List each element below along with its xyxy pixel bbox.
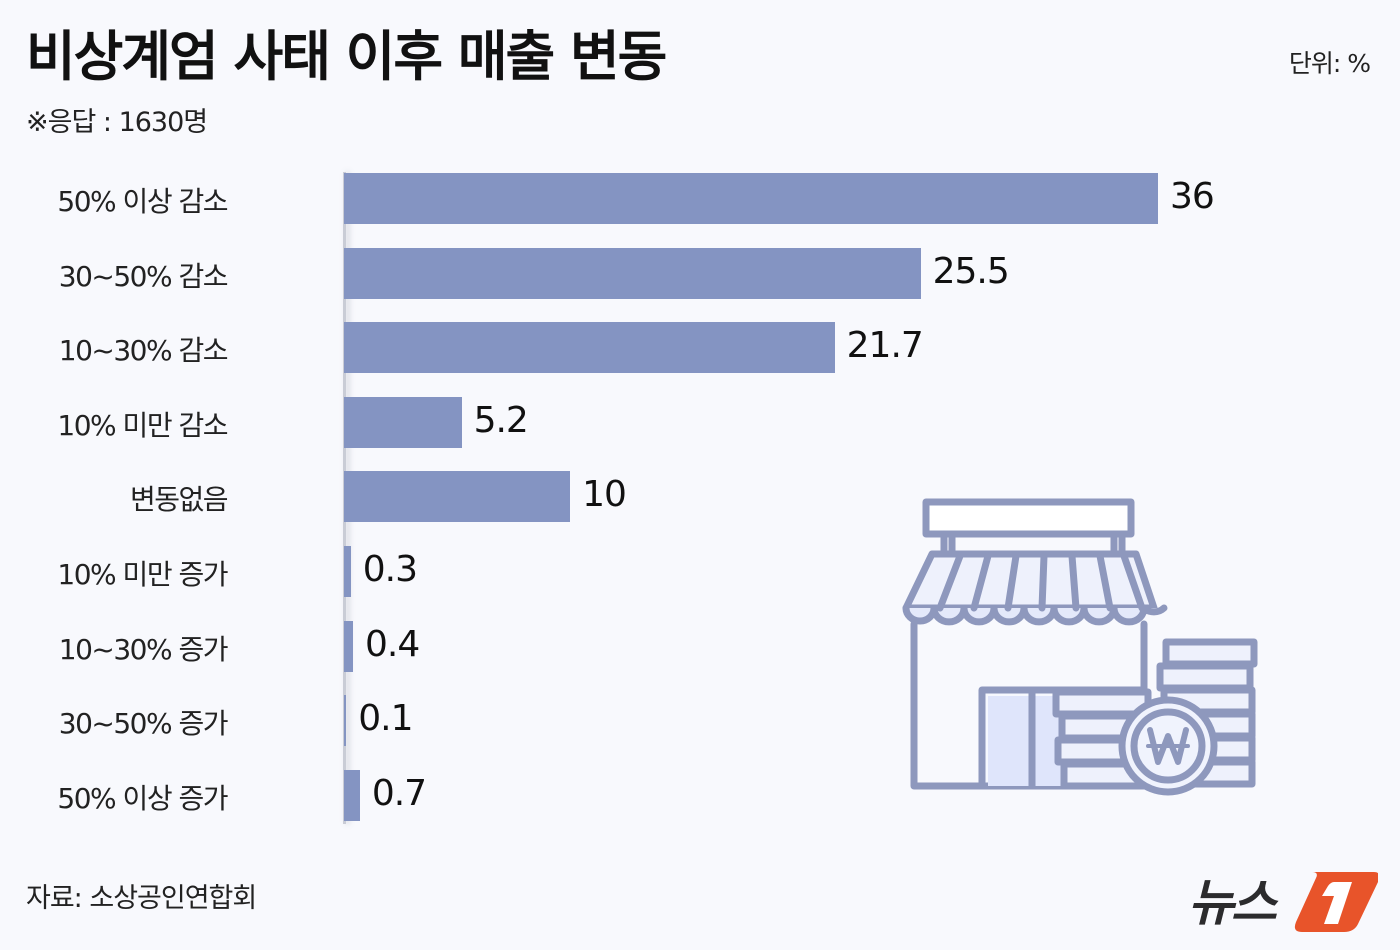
bar	[344, 620, 354, 672]
value-label: 25.5	[932, 250, 1010, 292]
source-note: 자료: 소상공인연합회	[26, 883, 257, 914]
bar-row: 10~30% 증가 0.4	[0, 620, 1300, 672]
bar	[344, 546, 351, 597]
category-label: 10% 미만 증가	[57, 558, 228, 591]
store-with-won-coins-icon	[902, 498, 1258, 796]
bar-row: 10% 미만 증가 0.3	[0, 546, 1300, 597]
bar	[344, 695, 347, 747]
value-label: 0.7	[371, 772, 427, 814]
bar-row: 10% 미만 감소 5.2	[0, 396, 1300, 448]
news1-logo: 뉴스	[1188, 872, 1378, 932]
chart-title: 비상계엄 사태 이후 매출 변동	[26, 25, 667, 88]
bar-row: 50% 이상 증가 0.7	[0, 769, 1300, 821]
bar-row: 50% 이상 감소 36	[0, 173, 1300, 224]
category-label: 10~30% 감소	[58, 334, 229, 368]
bar	[344, 247, 921, 299]
value-label: 0.4	[365, 623, 420, 665]
category-label: 변동없음	[129, 483, 229, 517]
bar	[344, 173, 1158, 224]
value-label: 0.1	[358, 698, 413, 740]
category-label: 10~30% 증가	[58, 632, 229, 666]
category-label: 50% 이상 증가	[57, 781, 228, 815]
bar-row: 30~50% 감소 25.5	[0, 247, 1300, 299]
value-label: 36	[1170, 176, 1215, 217]
category-label: 10% 미만 감소	[57, 408, 228, 442]
logo-text: 뉴스	[1188, 874, 1279, 932]
bar-row: 30~50% 증가 0.1	[0, 695, 1300, 747]
category-label: 30~50% 증가	[58, 707, 229, 741]
unit-label: 단위: %	[1288, 49, 1371, 78]
category-label: 30~50% 감소	[58, 259, 229, 293]
bar	[344, 769, 360, 821]
bar-row: 변동없음 10	[0, 471, 1300, 523]
bar	[344, 396, 462, 448]
bar-row: 10~30% 감소 21.7	[0, 322, 1300, 374]
respondents-note: ※응답 : 1630명	[26, 107, 208, 138]
bar	[344, 471, 571, 523]
value-label: 0.3	[362, 549, 418, 590]
value-label: 10	[582, 474, 627, 516]
bar	[344, 322, 835, 374]
value-label: 5.2	[473, 399, 529, 441]
category-label: 50% 이상 감소	[57, 185, 228, 218]
value-label: 21.7	[846, 325, 924, 367]
